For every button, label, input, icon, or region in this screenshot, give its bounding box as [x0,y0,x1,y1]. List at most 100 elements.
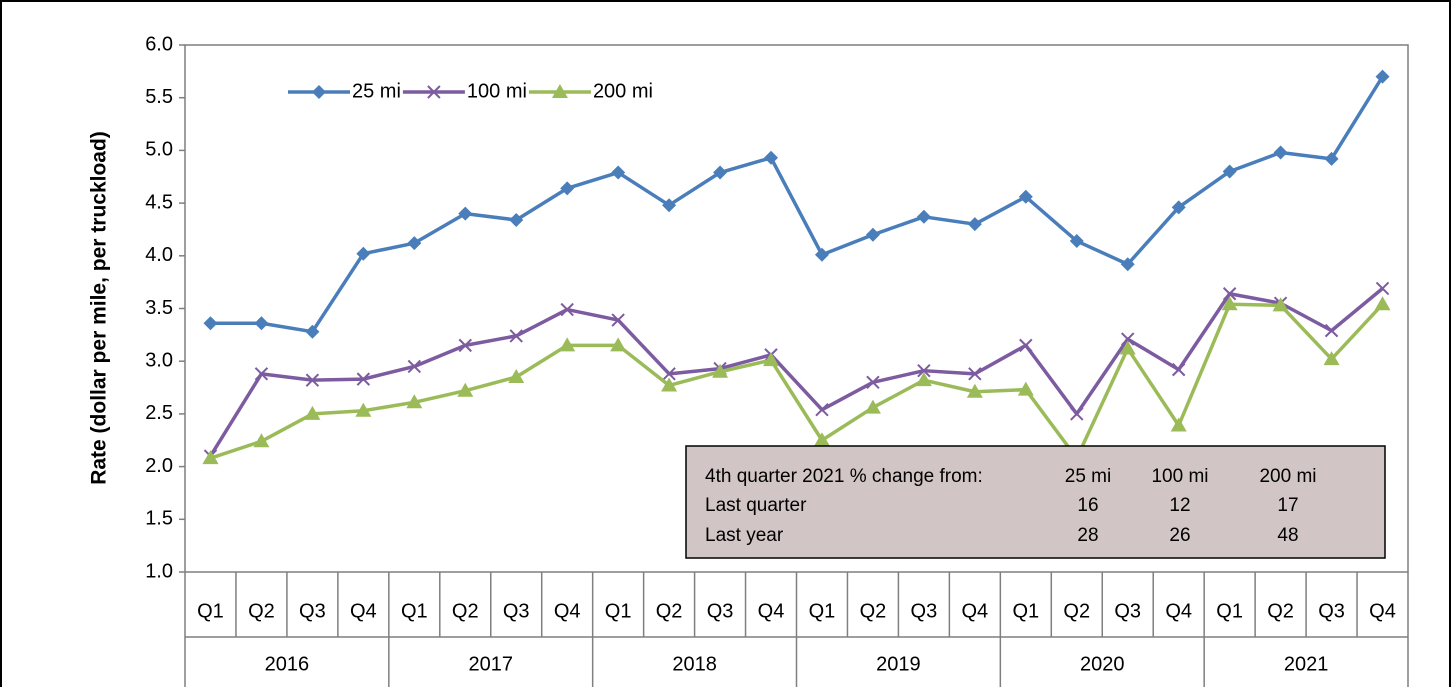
y-tick-label: 1.0 [145,560,173,582]
point [1171,362,1186,377]
point [356,246,371,261]
point [202,450,219,465]
point [304,405,321,420]
point [1272,297,1289,312]
x-tick-label: Q1 [197,600,224,622]
x-tick-label: Q4 [1165,600,1192,622]
legend-item: 200 mi [528,80,653,102]
point [814,247,829,262]
point [305,324,320,339]
x-group-label: 2016 [265,653,310,675]
x-tick-label: Q2 [1063,600,1090,622]
point [662,198,677,213]
x-tick-label: Q3 [299,600,326,622]
legend-label: 100 mi [467,80,527,102]
point [1221,296,1238,311]
x-tick-label: Q3 [911,600,938,622]
y-tick-label: 5.5 [145,86,173,108]
point [560,181,575,196]
x-group-label: 2020 [1080,653,1125,675]
point [427,85,441,99]
point [457,382,474,397]
x-tick-label: Q2 [248,600,275,622]
x-tick-label: Q4 [350,600,377,622]
point [1120,257,1135,272]
x-tick-label: Q3 [1114,600,1141,622]
point [355,402,372,417]
x-tick-label: Q3 [707,600,734,622]
point [1017,381,1034,396]
legend-label: 25 mi [352,80,401,102]
point [1070,407,1084,421]
point [508,369,525,384]
point [662,367,676,381]
point [712,363,729,378]
point [966,383,983,398]
x-tick-label: Q4 [758,600,785,622]
x-tick-label: Q1 [1216,600,1243,622]
point [305,373,320,387]
x-tick-label: Q4 [1369,600,1396,622]
y-tick-label: 3.5 [145,297,173,319]
annotation-cell: Last quarter [705,495,807,516]
annotation-cell: 100 mi [1151,466,1208,487]
point [1119,340,1136,355]
point [611,313,625,327]
x-group-label: 2021 [1284,653,1329,675]
x-tick-label: Q3 [503,600,530,622]
y-tick-label: 4.0 [145,244,173,266]
point [1374,296,1391,311]
point [764,150,779,165]
x-group-label: 2017 [469,653,514,675]
point [967,217,982,232]
point [1170,417,1187,432]
y-tick-label: 2.5 [145,402,173,424]
x-tick-label: Q1 [605,600,632,622]
point [916,209,931,224]
point [559,337,576,352]
point [713,165,728,180]
series-line [209,302,1384,460]
x-group-label: 2019 [876,653,921,675]
point [864,399,881,414]
point [763,352,780,367]
x-tick-label: Q2 [656,600,683,622]
annotation-cell: 16 [1077,495,1098,516]
x-tick-label: Q1 [1012,600,1039,622]
legend-label: 200 mi [593,80,653,102]
point [611,165,626,180]
series-line [210,75,1385,334]
point [1273,145,1288,160]
annotation-cell: 200 mi [1259,466,1316,487]
annotation-cell: 25 mi [1065,466,1111,487]
point [661,377,678,392]
point [458,338,472,353]
point [1019,338,1033,353]
y-tick-label: 3.0 [145,349,173,371]
y-tick-label: 4.5 [145,191,173,213]
x-tick-label: Q1 [809,600,836,622]
annotation-cell: 12 [1169,495,1190,516]
x-tick-label: Q4 [554,600,581,622]
point [915,372,932,387]
annotation-cell: 4th quarter 2021 % change from: [705,466,983,487]
annotation-box [685,445,1386,559]
point [1222,164,1237,179]
point [312,85,326,99]
point [866,375,880,389]
point [813,432,830,447]
annotation-cell: 26 [1169,525,1190,546]
annotation-cell: 48 [1277,525,1298,546]
point [406,394,423,409]
point [1121,332,1135,346]
x-tick-label: Q1 [401,600,428,622]
point [1375,69,1390,84]
point [356,372,371,386]
annotation-cell: 17 [1277,495,1298,516]
point [509,329,523,343]
point [551,84,568,98]
point [509,212,524,227]
point [203,316,218,331]
